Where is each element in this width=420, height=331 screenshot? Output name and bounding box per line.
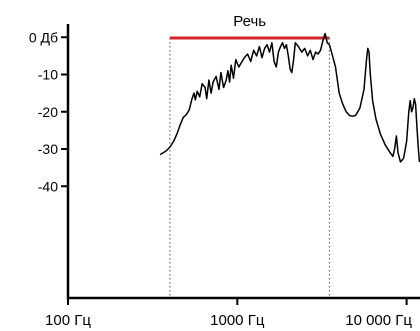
x-tick-label: 10 000 Гц	[345, 312, 412, 329]
x-axis: 100 Гц 1000 Гц 10 000 Гц	[45, 296, 420, 329]
x-tick-label: 100 Гц	[45, 312, 91, 329]
frequency-response-line	[159, 32, 420, 163]
speech-band: Речь	[169, 13, 330, 298]
y-tick-label: -20	[38, 104, 58, 120]
speech-band-label: Речь	[233, 13, 266, 30]
y-tick-label: -10	[38, 67, 58, 83]
y-tick-label: -40	[38, 178, 58, 194]
x-tick-label: 1000 Гц	[210, 312, 265, 329]
y-axis: 0 Дб -10 -20 -30 -40	[29, 24, 70, 299]
series	[159, 32, 420, 163]
y-tick-label: 0 Дб	[29, 29, 58, 45]
y-tick-label: -30	[38, 141, 58, 157]
